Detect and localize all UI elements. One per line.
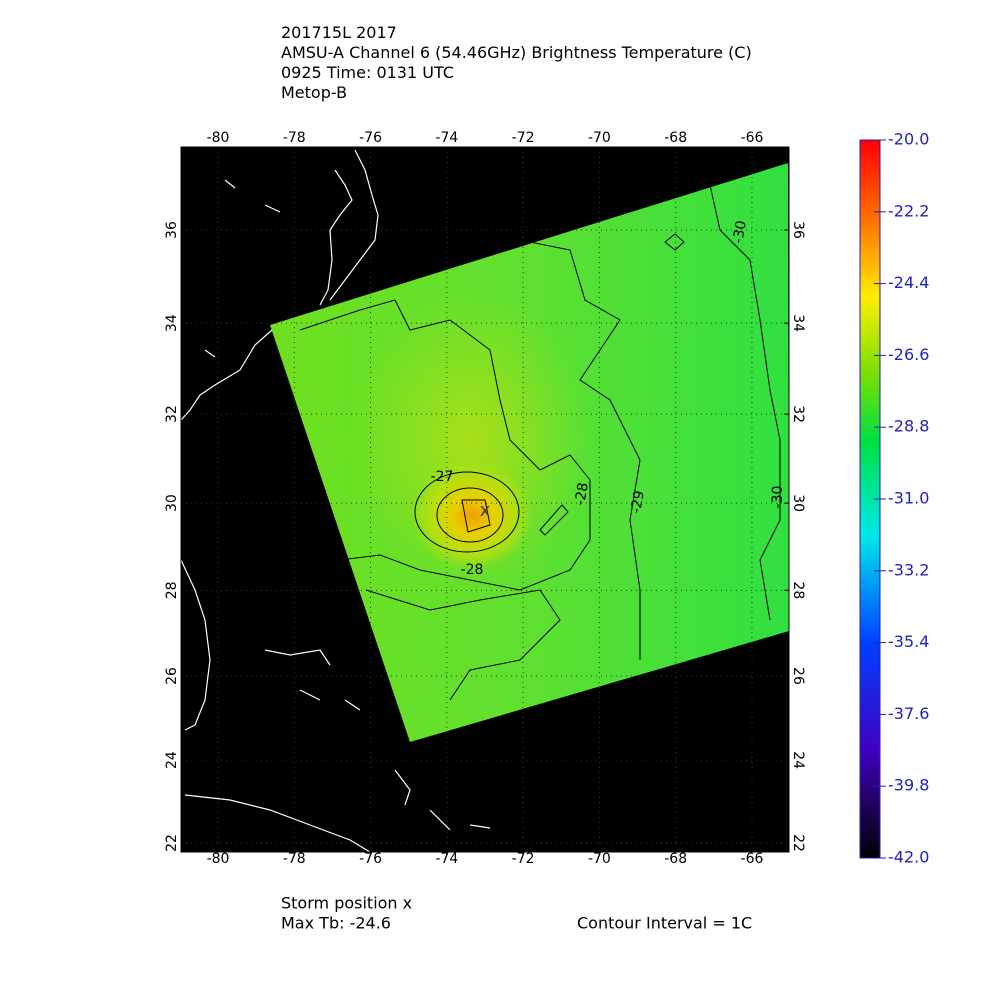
lat-tick-label: 24 <box>164 751 180 769</box>
contour-line <box>709 184 781 621</box>
lon-tick-label: -76 <box>359 851 382 867</box>
warm-core <box>412 460 532 570</box>
contour-line <box>299 299 591 591</box>
contour-line <box>664 233 685 251</box>
colorbar-tick-label: -37.6 <box>888 704 929 723</box>
coastlines <box>181 149 491 852</box>
max-tb: Max Tb: -24.6 <box>281 914 391 933</box>
lat-tick-label: 34 <box>164 314 180 332</box>
contour-labels: -27 -28 -28 -29 -30 -30 <box>431 219 786 578</box>
lon-tick-label: -72 <box>512 130 535 146</box>
title-line: 201715L 2017 <box>281 23 397 42</box>
colorbar-tick-label: -31.0 <box>888 489 929 508</box>
contour-line <box>365 589 561 701</box>
lon-tick-label: -78 <box>283 130 306 146</box>
contour-label: -29 <box>628 489 648 514</box>
colorbar-tick-label: -28.8 <box>888 417 929 436</box>
lat-tick-label: 30 <box>164 494 180 512</box>
lat-tick-label: 36 <box>164 221 180 239</box>
lat-tick-label: 28 <box>790 581 806 599</box>
title-line: 0925 Time: 0131 UTC <box>281 63 454 82</box>
contour-label: -30 <box>730 219 750 244</box>
lat-tick-label: 34 <box>790 314 806 332</box>
colorbar-tick-label: -39.8 <box>888 776 929 795</box>
contour-line <box>436 487 504 543</box>
lon-tick-label: -68 <box>664 130 687 146</box>
contour-line <box>519 239 641 660</box>
contour-line <box>414 471 520 553</box>
coastline <box>329 149 379 301</box>
map-area: -27 -28 -28 -29 -30 -30 x <box>181 147 789 852</box>
storm-position: Storm position x <box>281 894 412 913</box>
coastline <box>184 794 371 852</box>
lon-tick-label: -80 <box>207 851 230 867</box>
lat-tick-label: 26 <box>790 667 806 685</box>
contour-label: -28 <box>572 481 592 506</box>
coastline <box>204 179 281 358</box>
colorbar-tick-label: -35.4 <box>888 632 929 651</box>
lon-tick-label: -70 <box>588 130 611 146</box>
lat-tick-label: 36 <box>790 221 806 239</box>
footer: Storm position x Max Tb: -24.6 Contour I… <box>281 894 752 933</box>
lon-tick-label: -78 <box>283 851 306 867</box>
title-line: Metop-B <box>281 83 347 102</box>
lat-tick-label: 26 <box>164 667 180 685</box>
colorbar-tick-label: -26.6 <box>888 345 929 364</box>
lon-tick-label: -66 <box>741 130 764 146</box>
header: 201715L 2017 AMSU-A Channel 6 (54.46GHz)… <box>281 23 752 102</box>
lat-tick-label: 22 <box>790 834 806 852</box>
colorbar-tick-label: -20.0 <box>888 130 929 149</box>
colorbar-tick-label: -22.2 <box>888 201 929 220</box>
contours <box>299 184 781 701</box>
lat-tick-label: 22 <box>164 834 180 852</box>
lat-tick-label: 30 <box>790 494 806 512</box>
map-axes: -80-80-78-78-76-76-74-74-72-72-70-70-68-… <box>164 130 806 867</box>
contour-label: -28 <box>461 562 484 578</box>
lat-tick-label: 28 <box>164 581 180 599</box>
contour-label: -30 <box>770 486 786 509</box>
lon-tick-label: -70 <box>588 851 611 867</box>
lon-tick-label: -74 <box>435 130 458 146</box>
coastline <box>181 329 273 421</box>
contour-line <box>539 504 569 536</box>
coastline <box>181 559 211 731</box>
lat-tick-label: 32 <box>164 405 180 423</box>
lon-tick-label: -66 <box>741 851 764 867</box>
coastline <box>264 649 491 831</box>
title-line: AMSU-A Channel 6 (54.46GHz) Brightness T… <box>281 43 752 62</box>
colorbar-tick-label: -42.0 <box>888 848 929 867</box>
lon-tick-label: -76 <box>359 130 382 146</box>
colorbar-tick-label: -33.2 <box>888 560 929 579</box>
lon-tick-label: -80 <box>207 130 230 146</box>
coastline <box>319 169 353 306</box>
map-frame <box>180 146 790 853</box>
storm-marker: x <box>480 500 491 521</box>
lon-tick-label: -74 <box>435 851 458 867</box>
lat-tick-label: 32 <box>790 405 806 423</box>
lon-tick-label: -72 <box>512 851 535 867</box>
colorbar-tick-label: -24.4 <box>888 273 929 292</box>
contour-label: -27 <box>431 469 454 485</box>
contour-interval: Contour Interval = 1C <box>577 914 752 933</box>
lon-tick-label: -68 <box>664 851 687 867</box>
colorbar-ticks: -20.0 -22.2 -24.4 -26.6 -28.8 -31.0 -33.2 -35.4… <box>874 130 929 867</box>
lat-tick-label: 24 <box>790 751 806 769</box>
contour-line <box>461 499 491 533</box>
